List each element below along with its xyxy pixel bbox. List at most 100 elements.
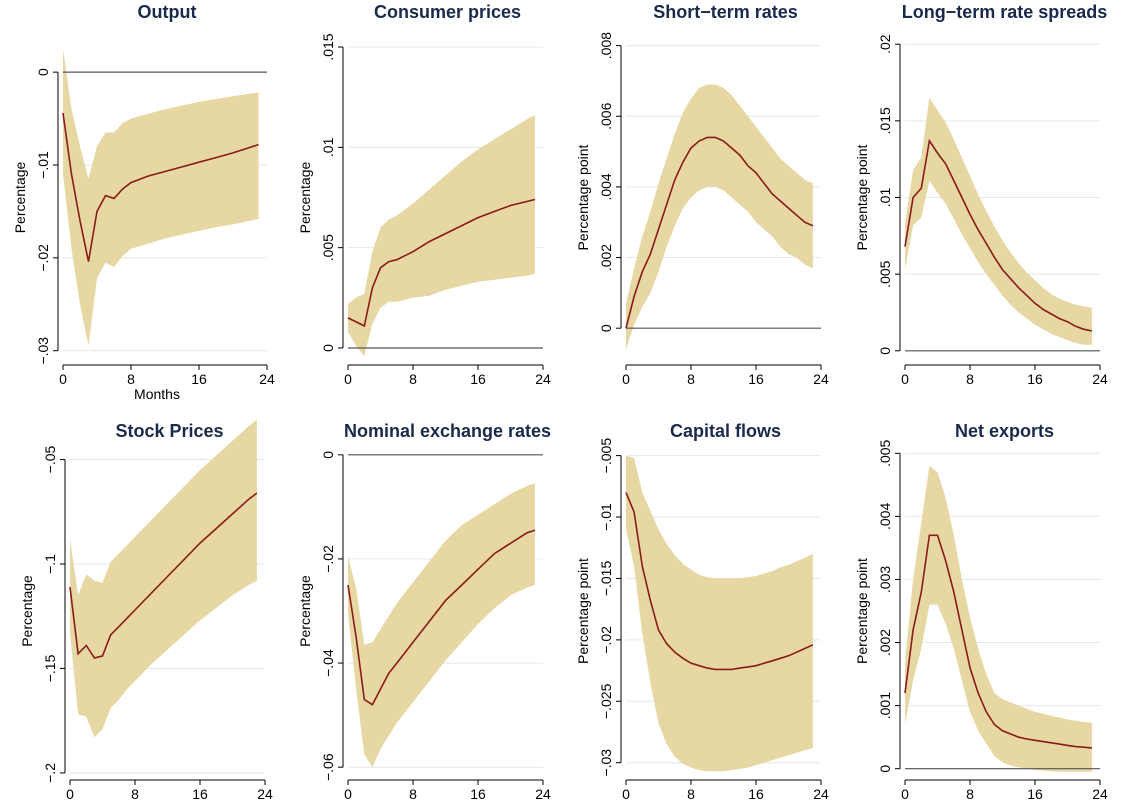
- y-tick-label: 0: [877, 765, 893, 773]
- response-line: [625, 136, 814, 329]
- x-tick-label: 8: [966, 786, 974, 802]
- y-tick-label: 0: [320, 451, 336, 459]
- y-tick-label: −.03: [598, 749, 614, 777]
- x-tick-label: 0: [344, 371, 352, 387]
- confidence-band: [905, 465, 1092, 772]
- y-tick-label: .01: [320, 137, 336, 157]
- x-tick-label: 16: [192, 786, 208, 802]
- y-tick-label: 0: [877, 347, 893, 355]
- confidence-band: [70, 419, 257, 738]
- y-tick-label: .02: [877, 34, 893, 54]
- x-tick-label: 8: [687, 786, 695, 802]
- panel-title: Stock Prices: [115, 421, 223, 441]
- chart-panel-6: 0 −.02 −.04 −.06 0 8 16 24 Percentage Nominal exc…: [297, 421, 551, 802]
- x-tick-label: 8: [966, 371, 974, 387]
- panel-title: Consumer prices: [374, 2, 521, 22]
- chart-panel-2: 0 .005 .01 .015 0 8 16 24 Percentage Consumer pri…: [297, 2, 551, 387]
- x-tick-label: 0: [622, 371, 630, 387]
- confidence-band: [626, 455, 813, 772]
- y-tick-label: −.2: [42, 763, 58, 783]
- x-tick-label: 16: [470, 371, 486, 387]
- x-tick-label: 16: [1027, 371, 1043, 387]
- x-axis-label: Months: [134, 386, 180, 402]
- y-tick-label: −.01: [598, 503, 614, 531]
- panel-title: Long−term rate spreads: [902, 2, 1108, 22]
- y-tick-label: −.015: [598, 561, 614, 597]
- panel-title: Short−term rates: [653, 2, 798, 22]
- response-line: [62, 112, 259, 262]
- chart-panel-4: 0 .005 .01 .015 .02 0 8 16 24 Percentage point Lon…: [854, 2, 1108, 387]
- x-tick-label: 24: [259, 371, 275, 387]
- response-line: [904, 138, 1093, 332]
- y-tick-label: −.06: [320, 753, 336, 781]
- x-tick-label: 0: [59, 371, 67, 387]
- y-tick-label: .004: [877, 503, 893, 530]
- x-tick-label: 24: [1092, 371, 1108, 387]
- chart-panel-1: 0 −.01 −.02 −.03 0 8 16 24 Percentage Months Outpu…: [12, 2, 275, 402]
- y-tick-label: .005: [877, 439, 893, 466]
- chart-panel-8: 0 .001 .002 .003 .004 .005 0 8 16 24 Percentage po…: [854, 421, 1108, 802]
- x-tick-label: 24: [535, 786, 551, 802]
- x-tick-label: 8: [409, 786, 417, 802]
- y-axis-label: Percentage: [12, 161, 28, 233]
- response-line: [347, 529, 536, 706]
- y-tick-label: .001: [877, 692, 893, 719]
- confidence-band: [905, 97, 1092, 345]
- x-tick-label: 0: [901, 786, 909, 802]
- y-tick-label: .01: [877, 188, 893, 208]
- x-tick-label: 16: [748, 371, 764, 387]
- y-tick-label: 0: [320, 344, 336, 352]
- y-tick-label: .004: [598, 173, 614, 200]
- y-axis-label: Percentage point: [854, 558, 870, 664]
- y-tick-label: −.03: [35, 337, 51, 365]
- x-tick-label: 0: [622, 786, 630, 802]
- y-tick-label: .006: [598, 102, 614, 129]
- confidence-band: [348, 483, 535, 768]
- x-tick-label: 8: [687, 371, 695, 387]
- x-tick-label: 24: [1092, 786, 1108, 802]
- response-line: [69, 492, 258, 659]
- y-tick-label: .005: [877, 260, 893, 287]
- x-tick-label: 24: [257, 786, 273, 802]
- y-axis-label: Percentage: [19, 575, 35, 647]
- y-axis-label: Percentage point: [575, 558, 591, 664]
- y-tick-label: .002: [877, 629, 893, 656]
- y-tick-label: −.025: [598, 683, 614, 719]
- y-tick-label: −.02: [320, 545, 336, 573]
- y-tick-label: 0: [598, 324, 614, 332]
- y-tick-label: −.1: [42, 554, 58, 574]
- y-tick-label: −.04: [320, 649, 336, 677]
- x-tick-label: 8: [131, 786, 139, 802]
- y-tick-label: .008: [598, 32, 614, 59]
- x-tick-label: 0: [66, 786, 74, 802]
- y-tick-label: .003: [877, 566, 893, 593]
- x-tick-label: 16: [191, 371, 207, 387]
- y-tick-label: −.01: [35, 151, 51, 179]
- y-tick-label: −.02: [35, 244, 51, 272]
- y-axis-label: Percentage point: [854, 144, 870, 250]
- response-line: [347, 198, 536, 328]
- response-line: [904, 534, 1092, 749]
- y-axis-label: Percentage: [297, 161, 313, 233]
- y-axis-label: Percentage point: [575, 144, 591, 250]
- y-tick-label: −.02: [598, 626, 614, 654]
- panel-title: Nominal exchange rates: [344, 421, 551, 441]
- x-tick-label: 8: [409, 371, 417, 387]
- y-tick-label: .015: [877, 107, 893, 134]
- x-tick-label: 24: [813, 371, 829, 387]
- y-tick-label: .015: [320, 33, 336, 60]
- x-tick-label: 16: [748, 786, 764, 802]
- x-tick-label: 24: [813, 786, 829, 802]
- panel-title: Capital flows: [670, 421, 781, 441]
- panel-title: Output: [138, 2, 197, 22]
- confidence-band: [63, 48, 259, 347]
- x-tick-label: 8: [127, 371, 135, 387]
- panel-title: Net exports: [955, 421, 1054, 441]
- y-axis-label: Percentage: [297, 575, 313, 647]
- response-line: [625, 492, 814, 671]
- y-tick-label: .002: [598, 244, 614, 271]
- chart-panel-7: −.005 −.01 −.015 −.02 −.025 −.03 0 8 16 24 Percent…: [575, 421, 829, 802]
- x-tick-label: 16: [1027, 786, 1043, 802]
- y-tick-label: .005: [320, 234, 336, 261]
